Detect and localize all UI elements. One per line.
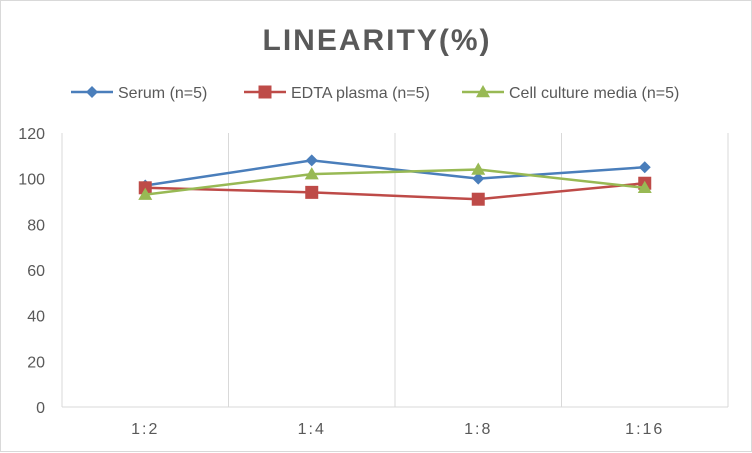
series-line bbox=[145, 159, 645, 187]
legend-label: Serum (n=5) bbox=[118, 85, 207, 102]
x-tick-label: 1:8 bbox=[464, 421, 492, 438]
y-tick-label: 0 bbox=[36, 400, 45, 417]
data-point bbox=[471, 162, 486, 175]
legend-item-1: Serum (n=5) bbox=[71, 85, 207, 102]
legend-item-3: Cell culture media (n=5) bbox=[462, 85, 679, 102]
data-point bbox=[305, 154, 318, 167]
y-tick-label: 80 bbox=[27, 217, 45, 234]
data-point bbox=[138, 187, 153, 200]
y-tick-label: 60 bbox=[27, 263, 45, 280]
gridlines bbox=[61, 133, 729, 407]
legend: Serum (n=5) EDTA plasma (n=5) Cell culture… bbox=[71, 85, 679, 102]
data-point bbox=[304, 167, 319, 180]
series-3 bbox=[138, 162, 652, 200]
data-point bbox=[637, 180, 652, 194]
legend-label: Cell culture media (n=5) bbox=[509, 85, 679, 102]
y-tick-label: 40 bbox=[27, 309, 45, 326]
triangle-icon bbox=[476, 85, 490, 98]
data-point bbox=[305, 185, 319, 199]
square-icon bbox=[258, 85, 272, 99]
series-line bbox=[145, 168, 645, 196]
y-tick-label: 100 bbox=[18, 172, 45, 189]
series-layer bbox=[138, 154, 652, 206]
legend-item-2: EDTA plasma (n=5) bbox=[244, 85, 430, 102]
data-point bbox=[638, 161, 651, 174]
y-tick-label: 120 bbox=[18, 126, 45, 143]
legend-label: EDTA plasma (n=5) bbox=[291, 85, 430, 102]
series-line bbox=[145, 181, 645, 201]
x-tick-label: 1:16 bbox=[625, 421, 664, 438]
x-tick-label: 1:2 bbox=[131, 421, 159, 438]
axes: 0 20 40 60 80 100 120 1:2 1:4 1:8 1:16 bbox=[18, 126, 728, 438]
diamond-icon bbox=[86, 86, 98, 98]
data-point bbox=[472, 172, 485, 185]
data-point bbox=[471, 192, 485, 206]
y-tick-label: 20 bbox=[27, 354, 45, 371]
x-tick-label: 1:4 bbox=[298, 421, 326, 438]
chart-title: LINEARITY(%) bbox=[263, 24, 492, 57]
